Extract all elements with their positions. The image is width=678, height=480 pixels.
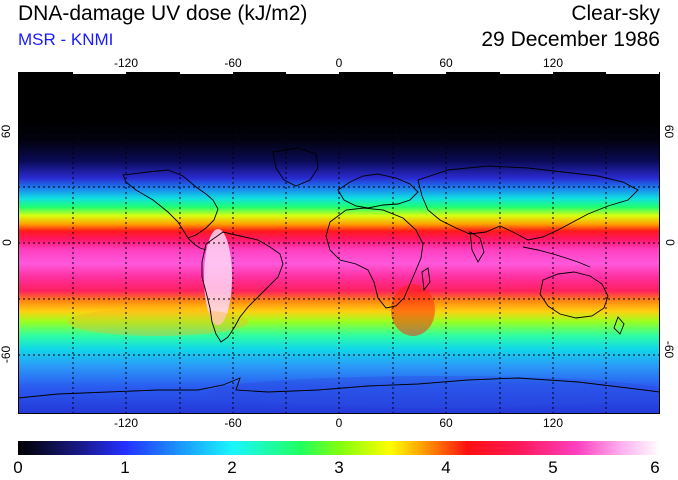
colorbar-tick-label: 2: [227, 458, 237, 477]
coastline-indonesia: [522, 246, 591, 268]
colorbar-tick-label: 6: [650, 458, 660, 477]
coastline-south-america: [201, 231, 284, 343]
latitude-gridlines: [18, 130, 660, 356]
lon-label-bottom: 60: [439, 416, 453, 430]
colorbar-tick-label: 0: [13, 458, 23, 477]
lat-label-right: 60: [662, 124, 677, 139]
coastline-europe: [337, 173, 419, 209]
ocean-orange-region: [68, 308, 248, 336]
lon-label-bottom: -60: [224, 416, 242, 430]
page-title: DNA-damage UV dose (kJ/m2): [18, 2, 308, 25]
date-label: 29 December 1986: [481, 28, 660, 51]
lon-label-top: -60: [224, 56, 242, 70]
coastline-australia: [539, 271, 609, 319]
coastline-asia: [417, 165, 639, 241]
coastline-africa: [325, 207, 424, 309]
coastline-north-america: [122, 169, 219, 239]
lon-label-top: 60: [439, 56, 453, 70]
colorbar-tick-label: 4: [441, 458, 451, 477]
south-america-high-dose-region: [204, 229, 232, 325]
colorbar: [18, 441, 660, 455]
coastline-madagascar: [421, 267, 431, 292]
africa-high-dose-region: [391, 284, 435, 336]
source-label: MSR - KNMI: [18, 30, 114, 49]
lon-label-top: -120: [113, 56, 139, 70]
lon-label-bottom: 120: [542, 416, 564, 430]
colorbar-tick-label: 3: [334, 458, 344, 477]
coastline-new-zealand: [613, 316, 625, 335]
antarctic-low-dose-region: [208, 376, 660, 408]
lon-label-top: 0: [335, 56, 343, 70]
lon-label-top: 120: [542, 56, 564, 70]
lat-label-left: 60: [0, 124, 14, 139]
lon-label-bottom: 0: [335, 416, 343, 430]
coastline-greenland: [272, 147, 319, 187]
sky-condition-label: Clear-sky: [571, 2, 660, 25]
lat-label-left: -60: [0, 345, 14, 364]
coastlines: [18, 147, 660, 399]
colorbar-tick-label: 5: [548, 458, 558, 477]
lat-label-right: -60: [662, 340, 677, 359]
map-overlay: [18, 72, 660, 414]
uv-dose-map: [18, 72, 660, 414]
coastline-central-america: [187, 237, 207, 251]
colorbar-tick-label: 1: [120, 458, 130, 477]
coastline-antarctica: [18, 377, 660, 399]
lat-label-right: 0: [662, 239, 677, 246]
coastline-india: [469, 231, 485, 263]
lon-label-bottom: -120: [113, 416, 139, 430]
lat-label-left: 0: [0, 239, 14, 246]
